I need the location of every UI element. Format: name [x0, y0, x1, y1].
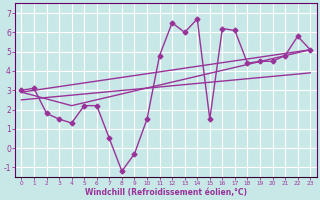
X-axis label: Windchill (Refroidissement éolien,°C): Windchill (Refroidissement éolien,°C)	[85, 188, 247, 197]
